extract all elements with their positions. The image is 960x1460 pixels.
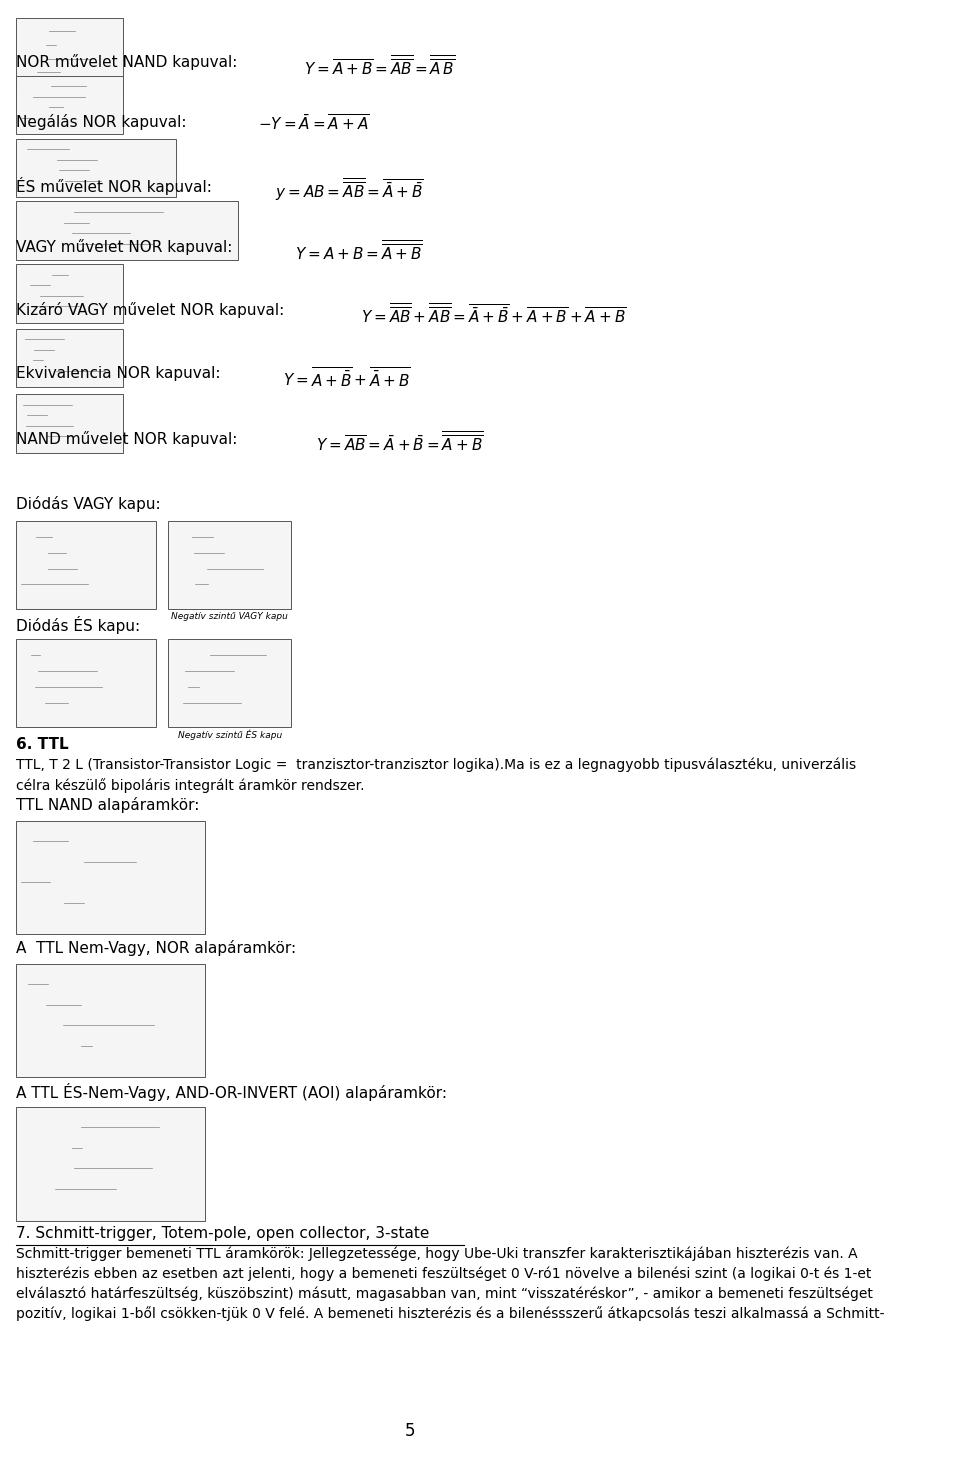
Text: A TTL ÉS-Nem-Vagy, AND-OR-INVERT (AOI) alapáramkör:: A TTL ÉS-Nem-Vagy, AND-OR-INVERT (AOI) a… <box>16 1083 447 1101</box>
Text: $Y = \overline{A+\bar{B}} + \overline{\bar{A}+B}$: $Y = \overline{A+\bar{B}} + \overline{\b… <box>283 366 411 390</box>
Text: Negatív szintű VAGY kapu: Negatív szintű VAGY kapu <box>171 612 288 620</box>
Text: 7. Schmitt-trigger, Totem-pole, open collector, 3-state: 7. Schmitt-trigger, Totem-pole, open col… <box>16 1226 430 1241</box>
Text: $Y = A + B = \overline{\overline{A+B}}$: $Y = A + B = \overline{\overline{A+B}}$ <box>296 239 423 264</box>
Bar <box>16 964 205 1077</box>
Bar <box>16 201 238 260</box>
Bar <box>16 521 156 609</box>
Text: Diódás VAGY kapu:: Diódás VAGY kapu: <box>16 496 161 512</box>
Text: elválasztó határfeszültség, küszöbszint) másutt, magasabban van, mint “visszatér: elválasztó határfeszültség, küszöbszint)… <box>16 1286 874 1301</box>
Text: Ekvivalencia NOR kapuval:: Ekvivalencia NOR kapuval: <box>16 366 221 381</box>
Text: ÉS művelet NOR kapuval:: ÉS művelet NOR kapuval: <box>16 177 212 194</box>
Text: $Y = \overline{AB} = \bar{A}+\bar{B} = \overline{\overline{A+B}}$: $Y = \overline{AB} = \bar{A}+\bar{B} = \… <box>316 431 484 456</box>
Bar <box>16 1107 205 1221</box>
Text: VAGY művelet NOR kapuval:: VAGY művelet NOR kapuval: <box>16 239 232 255</box>
Bar <box>16 639 156 727</box>
Text: $Y = \overline{A+B} = \overline{\overline{AB}} = \overline{\overline{A}\,\overli: $Y = \overline{A+B} = \overline{\overlin… <box>303 54 455 79</box>
Text: TTL, T 2 L (Transistor-Transistor Logic =  tranzisztor-tranzisztor logika).Ma is: TTL, T 2 L (Transistor-Transistor Logic … <box>16 758 856 772</box>
Text: pozitív, logikai 1-ből csökken-tjük 0 V felé. A bemeneti hiszterézis és a bilené: pozitív, logikai 1-ből csökken-tjük 0 V … <box>16 1307 885 1321</box>
Text: célra készülő bipoláris integrált áramkör rendszer.: célra készülő bipoláris integrált áramkö… <box>16 778 365 793</box>
Bar <box>16 394 123 453</box>
Text: $- Y = \bar{A} = \overline{A+A}$: $- Y = \bar{A} = \overline{A+A}$ <box>258 114 370 134</box>
Text: Kizáró VAGY művelet NOR kapuval:: Kizáró VAGY művelet NOR kapuval: <box>16 302 285 318</box>
Text: 6. TTL: 6. TTL <box>16 737 69 752</box>
Bar <box>16 139 177 197</box>
Text: NAND művelet NOR kapuval:: NAND művelet NOR kapuval: <box>16 431 238 447</box>
Bar <box>16 821 205 934</box>
Bar <box>168 639 291 727</box>
Text: Diódás ÉS kapu:: Diódás ÉS kapu: <box>16 616 140 634</box>
Text: Schmitt-trigger bemeneti TTL áramkörök: Jellegzetessége, hogy Ube-Uki transzfer : Schmitt-trigger bemeneti TTL áramkörök: … <box>16 1247 858 1261</box>
Text: TTL NAND alapáramkör:: TTL NAND alapáramkör: <box>16 797 200 813</box>
Bar <box>168 521 291 609</box>
Text: $y = AB = \overline{\overline{AB}} = \overline{\bar{A}+\bar{B}}$: $y = AB = \overline{\overline{AB}} = \ov… <box>275 177 424 203</box>
Bar <box>16 264 123 323</box>
Text: A  TTL Nem-Vagy, NOR alapáramkör:: A TTL Nem-Vagy, NOR alapáramkör: <box>16 940 297 956</box>
Text: Negatív szintű ÉS kapu: Negatív szintű ÉS kapu <box>178 730 282 740</box>
Bar <box>16 18 123 93</box>
Bar <box>16 76 123 134</box>
Text: Negálás NOR kapuval:: Negálás NOR kapuval: <box>16 114 187 130</box>
Text: NOR művelet NAND kapuval:: NOR művelet NAND kapuval: <box>16 54 238 70</box>
Text: hiszterézis ebben az esetben azt jelenti, hogy a bemeneti feszültséget 0 V-ró1 n: hiszterézis ebben az esetben azt jelenti… <box>16 1267 872 1280</box>
Text: $Y = \overline{\overline{AB}} + \overline{\overline{AB}} = \overline{\bar{A}+\ba: $Y = \overline{\overline{AB}} + \overlin… <box>361 302 627 327</box>
Text: 5: 5 <box>405 1422 416 1440</box>
Bar <box>16 328 123 387</box>
